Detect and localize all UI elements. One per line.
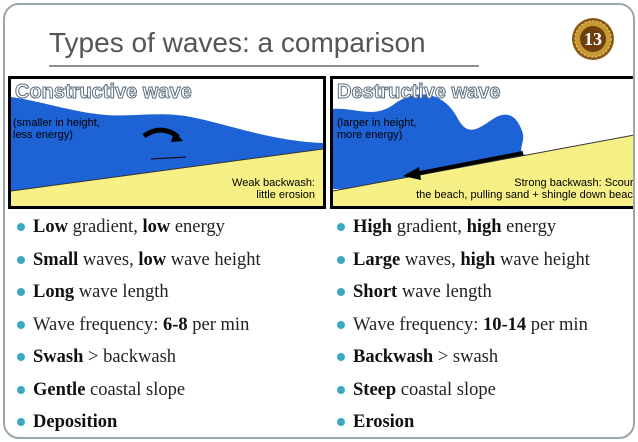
slide-number: 13 <box>584 28 602 49</box>
list-item: Large waves, high wave height <box>337 247 590 280</box>
slide: Types of waves: a comparison 13 Construc… <box>3 3 635 439</box>
destructive-note-line1: (larger in height, <box>337 117 417 129</box>
destructive-caption-line2: the beach, pulling sand + shingle down b… <box>416 189 635 201</box>
constructive-note-line1: (smaller in height, <box>13 117 100 129</box>
slide-number-badge-icon <box>572 18 614 60</box>
bullet-icon <box>17 223 25 231</box>
list-item: Erosion <box>337 409 590 437</box>
destructive-characteristics-list: High gradient, high energy Large waves, … <box>337 214 590 437</box>
list-item: Swash > backwash <box>17 344 261 377</box>
constructive-characteristics-list: Low gradient, low energy Small waves, lo… <box>17 214 261 437</box>
bullet-icon <box>337 288 345 296</box>
bullet-icon <box>337 353 345 361</box>
list-item: Deposition <box>17 409 261 437</box>
constructive-wave-caption: Weak backwash: little erosion <box>232 177 315 201</box>
page-title: Types of waves: a comparison <box>49 27 426 58</box>
bullet-icon <box>17 320 25 329</box>
constructive-wave-diagram: Constructive wave (smaller in height, le… <box>8 76 326 209</box>
bullet-icon <box>337 418 345 426</box>
bullet-icon <box>337 385 345 394</box>
constructive-wave-illustration <box>11 79 323 206</box>
destructive-note-line2: more energy) <box>337 129 403 141</box>
destructive-wave-heading: Destructive wave <box>336 81 501 104</box>
list-item: Backwash > swash <box>337 344 590 377</box>
list-item: Low gradient, low energy <box>17 214 261 247</box>
constructive-note-line2: less energy) <box>13 129 73 141</box>
bullet-icon <box>17 288 25 296</box>
list-item: Small waves, low wave height <box>17 247 261 280</box>
destructive-wave-diagram: Destructive wave (larger in height, more… <box>330 76 635 209</box>
list-item: Gentle coastal slope <box>17 377 261 410</box>
bullet-icon <box>17 418 25 426</box>
bullet-icon <box>17 353 25 361</box>
destructive-wave-caption: Strong backwash: Scours the beach, pulli… <box>416 177 635 201</box>
list-item: Wave frequency: 6-8 per min <box>17 312 261 345</box>
bullet-icon <box>337 255 345 264</box>
list-item: Long wave length <box>17 279 261 312</box>
list-item: High gradient, high energy <box>337 214 590 247</box>
list-item: Steep coastal slope <box>337 377 590 410</box>
constructive-wave-note: (smaller in height, less energy) <box>13 117 100 141</box>
destructive-caption-line1: Strong backwash: Scours <box>514 177 635 189</box>
constructive-caption-line1: Weak backwash: <box>232 177 315 189</box>
destructive-wave-illustration <box>333 79 633 206</box>
title-underline <box>49 65 479 67</box>
constructive-caption-line2: little erosion <box>256 189 315 201</box>
list-item: Short wave length <box>337 279 590 312</box>
destructive-wave-note: (larger in height, more energy) <box>337 117 417 141</box>
bullet-icon <box>337 223 345 231</box>
constructive-wave-heading: Constructive wave <box>15 81 193 104</box>
list-item: Wave frequency: 10-14 per min <box>337 312 590 345</box>
bullet-icon <box>17 255 25 264</box>
bullet-icon <box>17 385 25 394</box>
bullet-icon <box>337 320 345 329</box>
